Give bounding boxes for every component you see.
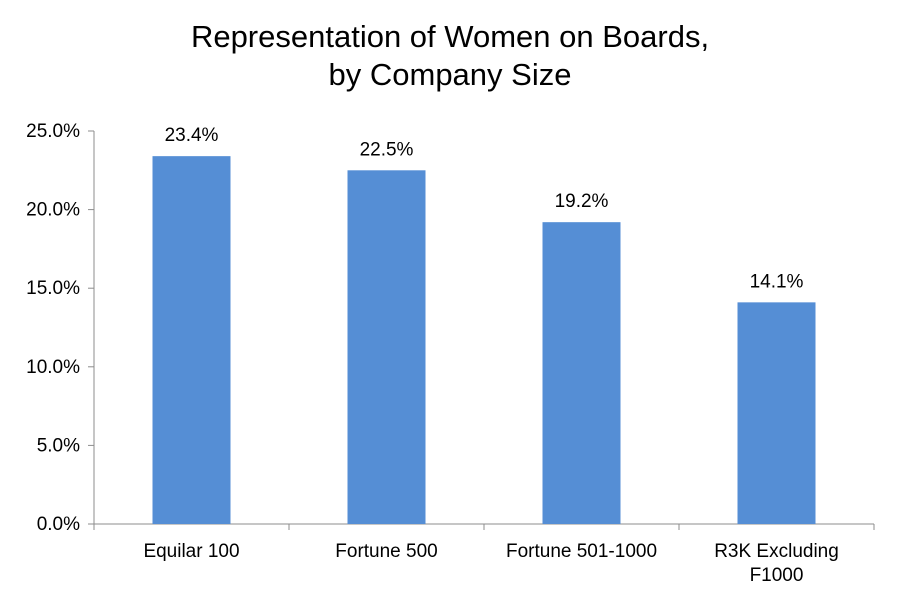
y-tick-label: 10.0% (26, 357, 80, 378)
chart-title: Representation of Women on Boards, by Co… (0, 18, 900, 94)
chart-title-line-1: Representation of Women on Boards, (190, 19, 710, 54)
y-tick-label: 25.0% (26, 121, 80, 142)
data-label: 19.2% (555, 191, 609, 212)
y-tick-label: 20.0% (26, 200, 80, 221)
bars (152, 156, 816, 525)
data-label: 22.5% (360, 139, 414, 160)
chart-title-line-2: by Company Size (328, 57, 572, 92)
data-labels: 23.4% 22.5% 19.2% 14.1% (165, 125, 804, 292)
bar (542, 222, 621, 524)
x-tick-label: Fortune 500 (335, 541, 437, 562)
y-axis: 0.0% 5.0% 10.0% 15.0% 20.0% 25.0% (26, 121, 95, 535)
data-label: 14.1% (750, 271, 804, 292)
bar (347, 170, 426, 525)
y-tick-label: 5.0% (37, 435, 80, 456)
y-tick-label: 0.0% (37, 514, 80, 535)
x-tick-label: Equilar 100 (143, 541, 239, 562)
data-label: 23.4% (165, 125, 219, 146)
bar (737, 302, 816, 524)
y-tick-label: 15.0% (26, 278, 80, 299)
bar (152, 156, 231, 525)
x-axis: Equilar 100 Fortune 500 Fortune 501-1000 R3… (93, 523, 875, 586)
x-tick-label: Fortune 501-1000 (506, 541, 657, 562)
x-tick-label: R3K Excluding F1000 (714, 541, 839, 586)
